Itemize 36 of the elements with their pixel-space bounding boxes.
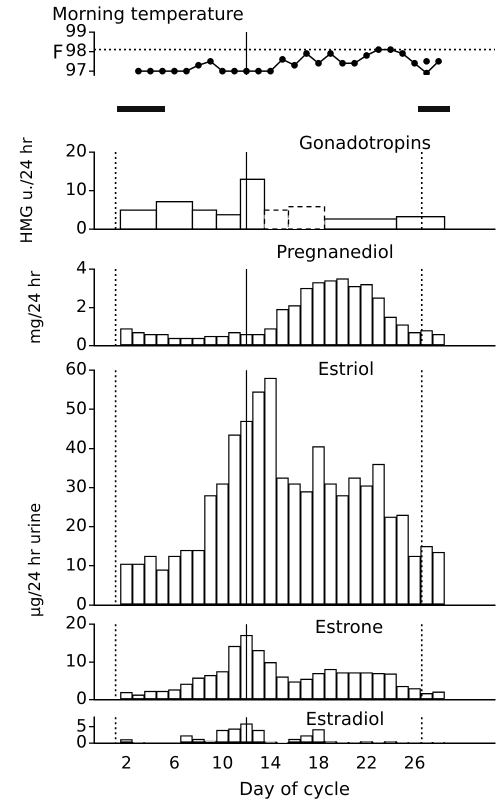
x-tick-label: 10	[212, 754, 234, 774]
y-axis-title: HMG u./24 hr	[17, 137, 36, 244]
x-tick-label: 2	[121, 754, 132, 774]
y-tick-label: 0	[76, 732, 87, 752]
y-tick-label: 10	[65, 555, 87, 576]
x-tick-label: 22	[356, 754, 378, 774]
x-tick-label: 18	[308, 754, 330, 774]
y-axis-title: F	[52, 41, 64, 64]
y-tick-label: 10	[65, 651, 87, 672]
chart-title: Estriol	[318, 359, 374, 380]
x-axis-title: Day of cycle	[239, 778, 350, 800]
y-tick-label: 4	[76, 258, 87, 278]
y-tick-label: 60	[65, 360, 87, 380]
x-tick-label: 6	[169, 754, 180, 774]
y-tick-label: 0	[76, 335, 87, 356]
x-tick-label: 26	[404, 754, 426, 774]
y-tick-label: 0	[76, 218, 87, 238]
y-tick-label: 30	[65, 477, 87, 498]
chart-title: Estrone	[314, 617, 384, 638]
y-tick-label: 2	[76, 296, 87, 317]
y-tick-label: 0	[76, 689, 87, 710]
y-tick-label: 20	[65, 141, 87, 162]
y-tick-label: 20	[65, 614, 87, 634]
y-tick-label: 0	[76, 594, 87, 614]
y-tick-label: 50	[65, 398, 87, 419]
y-tick-label: 97	[65, 60, 87, 81]
y-axis-title: mg/24 hr	[25, 270, 44, 344]
y-tick-label: 20	[65, 516, 87, 536]
chart-title: Pregnanediol	[276, 242, 394, 263]
y-axis-title: μg/24 hr urine	[25, 502, 44, 618]
y-tick-label: 98	[65, 40, 87, 61]
y-tick-label: 40	[65, 438, 87, 458]
x-tick-label: 14	[260, 754, 282, 774]
chart-title: Gonadotropins	[298, 133, 432, 154]
y-tick-label: 10	[65, 180, 87, 200]
chart-title: Estradiol	[306, 709, 384, 730]
